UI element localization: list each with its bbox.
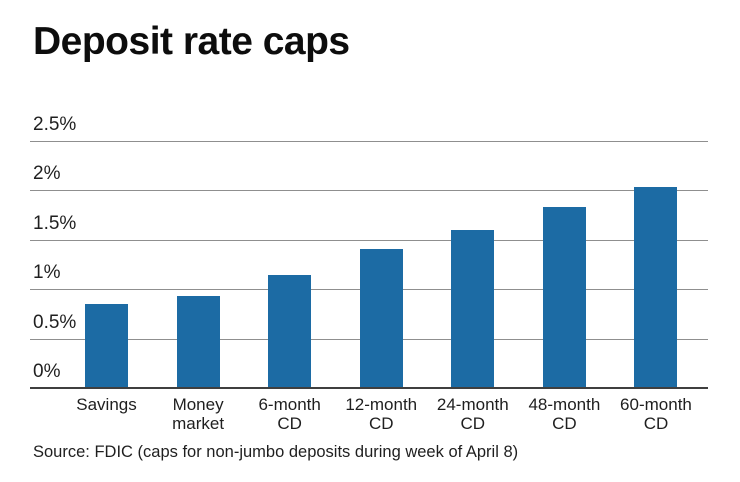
x-axis-label-line: 12-month [345, 395, 418, 414]
x-axis-label-line: 24-month [436, 395, 509, 414]
x-axis-label: 60-month CD [606, 395, 706, 433]
gridline [30, 141, 708, 142]
x-axis-label: 12-month CD [331, 395, 431, 433]
x-axis-baseline [30, 387, 708, 389]
x-axis-label-line: 60-month [620, 395, 692, 414]
x-axis-label-line: CD [368, 414, 394, 433]
x-axis-label-line: CD [643, 414, 669, 433]
x-axis-label: 48-month CD [514, 395, 614, 433]
y-tick-label: 0% [33, 361, 61, 382]
chart-title: Deposit rate caps [33, 20, 350, 63]
x-axis-label-line: 48-month [528, 395, 601, 414]
y-tick-label: 0.5% [33, 311, 77, 333]
x-axis-label-line: CD [552, 414, 577, 433]
bar-money-market [176, 296, 220, 387]
x-axis-label: 24-month CD [423, 395, 523, 433]
bar-24-month-cd [451, 229, 495, 387]
gridline [30, 190, 708, 192]
x-axis-label: 6-month CD [240, 395, 340, 433]
x-axis-label-line: Money [172, 395, 224, 414]
bar-savings [85, 304, 128, 387]
y-tick-label: 2.5% [33, 114, 77, 135]
bar-60-month-cd [634, 187, 678, 387]
x-axis-label-line: CD [277, 414, 302, 433]
x-axis-label-line: Savings [76, 395, 137, 414]
x-axis-label-line: market [172, 414, 225, 433]
x-axis-label: Money market [148, 395, 248, 433]
gridline [30, 239, 708, 241]
x-axis-label-line: 6-month [258, 395, 321, 414]
y-tick-label: 1% [33, 262, 61, 284]
bar-6-month-cd [268, 275, 312, 387]
y-tick-label: 1.5% [33, 212, 77, 234]
bar-12-month-cd [359, 248, 403, 387]
source-note: Source: FDIC (caps for non-jumbo deposit… [33, 443, 519, 461]
bar-48-month-cd [542, 207, 586, 387]
x-axis-label: Savings [57, 395, 157, 414]
y-tick-label: 2% [33, 163, 61, 185]
x-axis-label-line: CD [460, 414, 486, 433]
